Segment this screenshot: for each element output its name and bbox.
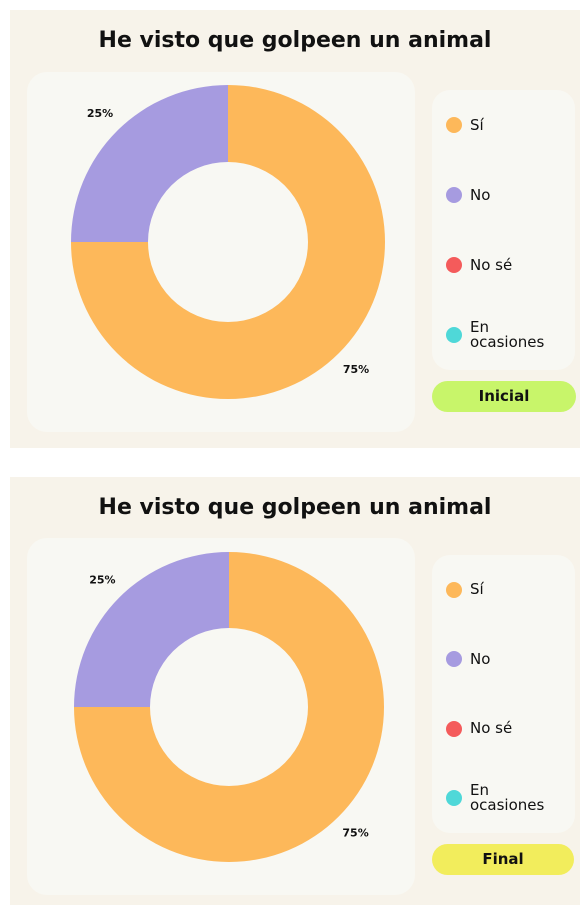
legend-label: En ocasiones xyxy=(470,781,545,815)
legend-label: En ocasiones xyxy=(470,318,545,351)
badge: Final xyxy=(432,844,574,875)
legend-swatch xyxy=(446,117,462,133)
donut-slice xyxy=(71,85,228,242)
chart-title: He visto que golpeen un animal xyxy=(98,28,492,53)
value-label: 75% xyxy=(343,363,369,376)
donut-slice xyxy=(74,552,384,862)
legend-item: En ocasiones xyxy=(446,319,566,351)
donut-slice xyxy=(71,85,385,399)
legend: Sí No No sé En ocasiones xyxy=(432,90,575,370)
legend-item: No sé xyxy=(446,249,566,281)
legend-item: No sé xyxy=(446,713,566,745)
legend-item: No xyxy=(446,643,566,675)
chart-panel: He visto que golpeen un animal 75% 25% Sí No… xyxy=(10,477,580,905)
donut-chart: 75% 25% xyxy=(74,552,384,862)
donut-slice xyxy=(74,552,229,707)
legend-swatch xyxy=(446,257,462,273)
chart-panel: He visto que golpeen un animal 75% 25% Sí No… xyxy=(10,10,580,448)
legend-swatch xyxy=(446,581,462,598)
value-label: 75% xyxy=(342,827,368,840)
badge: Inicial xyxy=(432,381,576,412)
chart-title: He visto que golpeen un animal xyxy=(98,495,492,520)
legend-swatch xyxy=(446,790,462,807)
legend-label: Sí xyxy=(470,115,484,134)
legend-item: No xyxy=(446,179,566,211)
legend-label: No sé xyxy=(470,255,513,274)
legend-swatch xyxy=(446,720,462,737)
legend-swatch xyxy=(446,327,462,343)
legend-label: No xyxy=(470,649,491,668)
legend-item: Sí xyxy=(446,109,566,141)
value-label: 25% xyxy=(89,573,115,586)
legend-label: No sé xyxy=(470,719,513,738)
legend-swatch xyxy=(446,651,462,668)
legend-item: Sí xyxy=(446,574,566,606)
value-label: 25% xyxy=(87,107,113,120)
legend: Sí No No sé En ocasiones xyxy=(432,555,575,833)
legend-swatch xyxy=(446,187,462,203)
legend-label: Sí xyxy=(470,580,484,599)
donut-chart: 75% 25% xyxy=(71,85,385,399)
legend-item: En ocasiones xyxy=(446,782,566,814)
legend-label: No xyxy=(470,185,491,204)
